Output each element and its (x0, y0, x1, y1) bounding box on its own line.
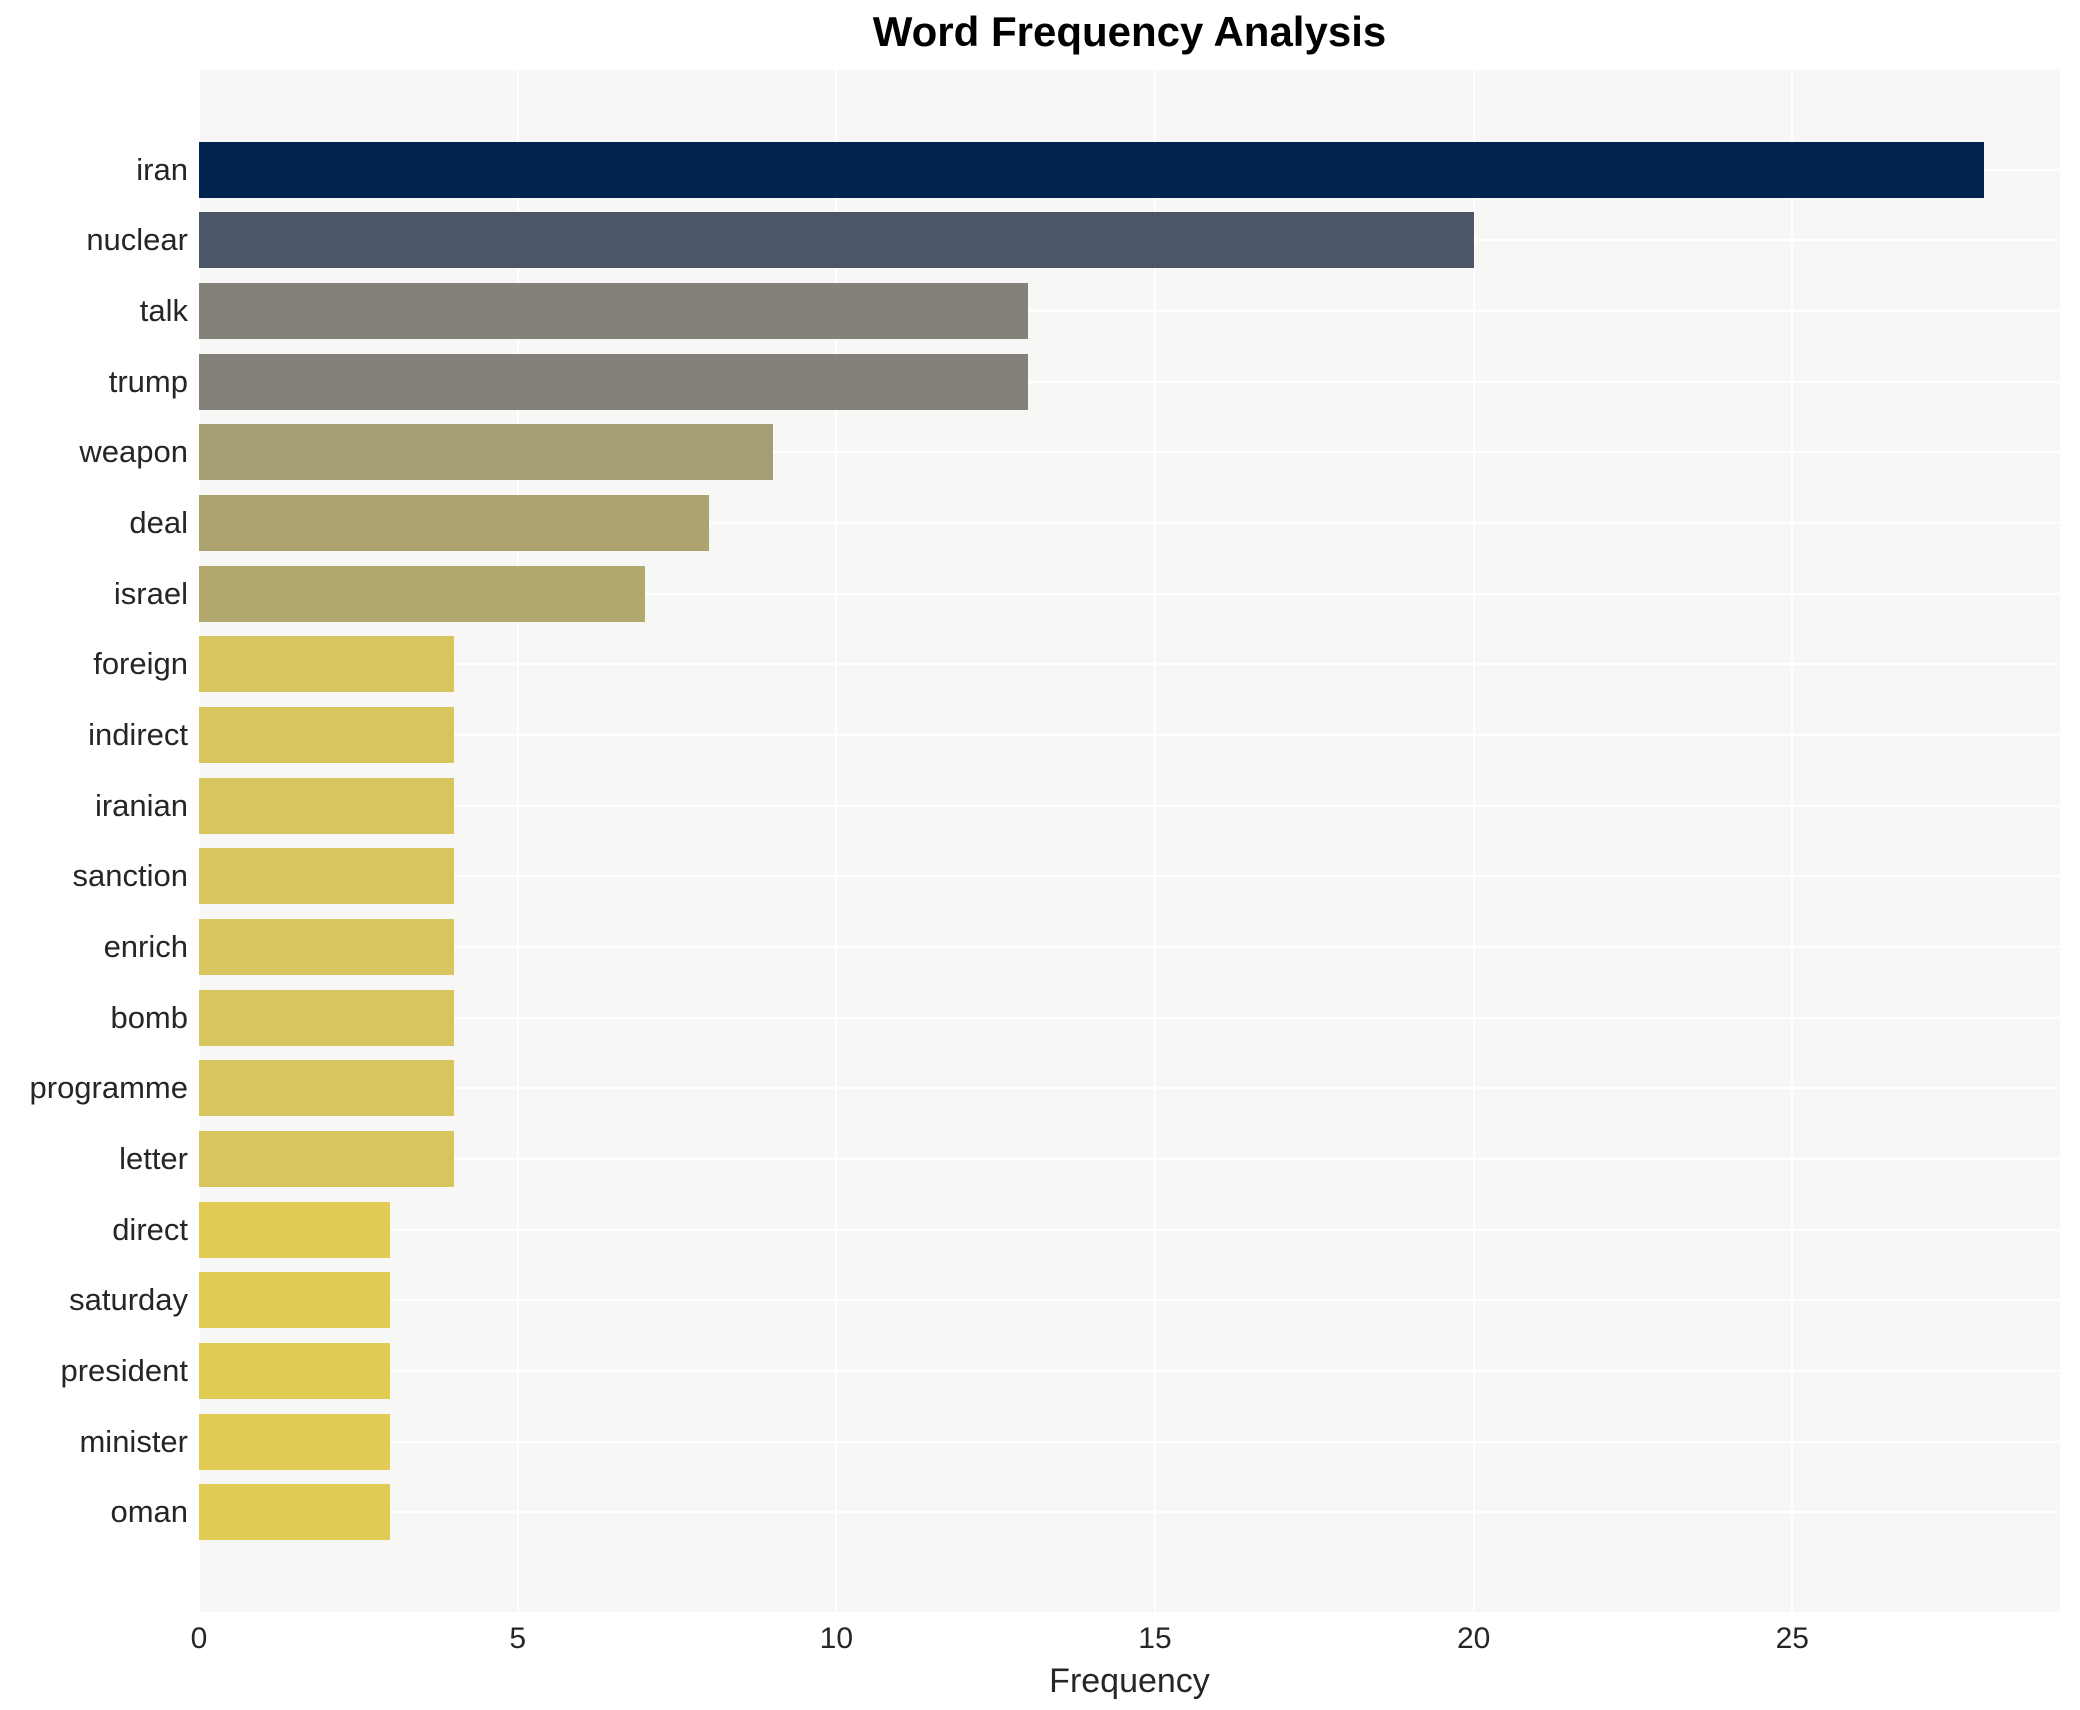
gridline-horizontal (199, 309, 2060, 312)
bar-sanction (199, 848, 454, 905)
gridline-vertical (1472, 70, 1475, 1612)
gridline-horizontal (199, 592, 2060, 595)
gridline-vertical (1153, 70, 1156, 1612)
gridline-horizontal (199, 663, 2060, 666)
y-tick-label-president: president (60, 1353, 188, 1389)
bar-direct (199, 1201, 391, 1258)
gridline-horizontal (199, 1158, 2060, 1161)
plot-area (198, 70, 2060, 1612)
bar-iran (199, 141, 1984, 198)
gridline-horizontal (199, 804, 2060, 807)
y-tick-label-enrich: enrich (103, 928, 188, 964)
x-tick-label-10: 10 (819, 1622, 854, 1655)
y-tick-label-talk: talk (139, 292, 188, 328)
y-tick-label-foreign: foreign (93, 646, 188, 682)
y-tick-label-iran: iran (136, 151, 188, 187)
bar-president (199, 1343, 391, 1400)
y-tick-label-direct: direct (112, 1211, 188, 1247)
gridline-vertical (835, 70, 838, 1612)
x-tick-label-20: 20 (1456, 1622, 1491, 1655)
y-tick-label-weapon: weapon (79, 434, 188, 470)
bar-programme (199, 1060, 454, 1117)
gridline-horizontal (199, 1016, 2060, 1019)
gridline-horizontal (199, 733, 2060, 736)
y-tick-label-saturday: saturday (69, 1282, 188, 1318)
gridline-horizontal (199, 1087, 2060, 1090)
bar-foreign (199, 636, 454, 693)
x-tick-label-5: 5 (509, 1622, 526, 1655)
bar-talk (199, 282, 1028, 339)
bar-nuclear (199, 212, 1474, 269)
y-tick-label-programme: programme (29, 1070, 189, 1106)
x-tick-label-15: 15 (1138, 1622, 1172, 1655)
y-tick-label-iranian: iranian (94, 787, 188, 823)
bar-saturday (199, 1272, 391, 1329)
gridline-horizontal (199, 1370, 2060, 1373)
chart-title: Word Frequency Analysis (872, 8, 1387, 55)
y-tick-label-trump: trump (108, 363, 188, 399)
gridline-vertical (198, 70, 200, 1612)
gridline-horizontal (199, 1440, 2060, 1443)
y-tick-label-minister: minister (79, 1423, 188, 1459)
y-tick-label-indirect: indirect (88, 716, 188, 752)
x-tick-label-25: 25 (1775, 1622, 1809, 1655)
y-tick-label-oman: oman (110, 1494, 188, 1530)
gridline-horizontal (199, 1511, 2060, 1514)
gridline-horizontal (199, 945, 2060, 948)
bar-bomb (199, 989, 454, 1046)
y-tick-label-sanction: sanction (72, 858, 188, 894)
y-tick-label-israel: israel (113, 575, 188, 611)
x-tick-label-0: 0 (190, 1622, 208, 1655)
y-axis-labels: iran nuclear talk trump weapon deal israel fore… (0, 70, 189, 1612)
gridline-vertical (1791, 70, 1794, 1612)
y-tick-label-nuclear: nuclear (86, 222, 188, 258)
y-tick-label-bomb: bomb (110, 999, 188, 1035)
gridline-vertical (516, 70, 519, 1612)
bar-indirect (199, 706, 454, 763)
gridline-horizontal (199, 380, 2060, 383)
bar-enrich (199, 918, 454, 975)
gridline-horizontal (199, 875, 2060, 878)
bar-iranian (199, 777, 454, 834)
bar-minister (199, 1413, 391, 1470)
bar-trump (199, 353, 1028, 410)
gridline-horizontal (199, 1228, 2060, 1231)
gridline-horizontal (199, 1299, 2060, 1302)
bar-oman (199, 1484, 391, 1541)
y-tick-label-deal: deal (129, 504, 188, 540)
bar-deal (199, 494, 709, 551)
gridline-horizontal (199, 521, 2060, 524)
bar-israel (199, 565, 646, 622)
gridline-horizontal (199, 451, 2060, 454)
bar-weapon (199, 424, 773, 481)
x-axis-label: Frequency (1049, 1662, 1210, 1700)
bar-letter (199, 1131, 454, 1188)
y-tick-label-letter: letter (119, 1141, 188, 1177)
